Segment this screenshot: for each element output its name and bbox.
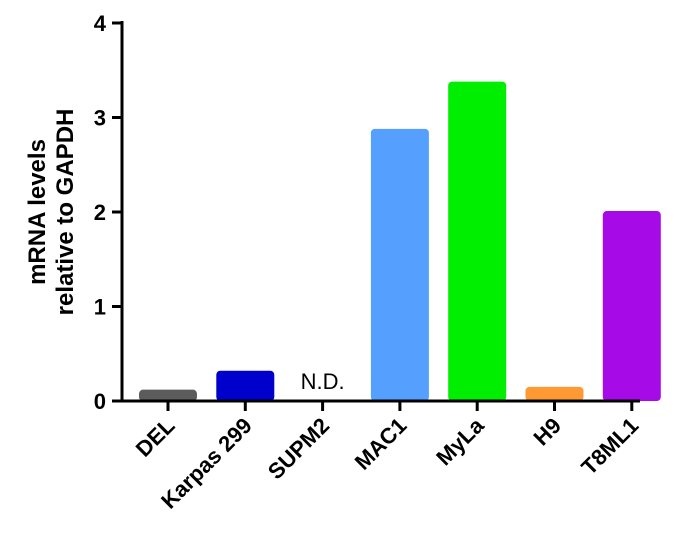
x-tick-label-myla: MyLa	[431, 412, 489, 470]
x-tick-label-del: DEL	[131, 413, 180, 462]
y-tick-label-2: 2	[94, 200, 106, 225]
y-tick-label-0: 0	[94, 389, 106, 414]
bar-mac1	[370, 128, 429, 401]
x-tick-label-h9: H9	[528, 413, 566, 451]
y-tick-label-1: 1	[94, 295, 106, 320]
bar-del	[139, 389, 197, 401]
x-tick-label-supm2: SUPM2	[263, 413, 334, 484]
y-axis-title: mRNA levels relative to GAPDH	[24, 109, 79, 316]
bar-myla	[448, 81, 507, 401]
x-tick-label-mac1: MAC1	[350, 413, 412, 475]
annotations-group: N.D.	[301, 369, 345, 394]
bar-t8ml1	[602, 211, 661, 401]
y-tick-label-4: 4	[94, 11, 107, 36]
annotation-supm2: N.D.	[301, 369, 345, 394]
y-axis-title-line-2: relative to GAPDH	[52, 109, 79, 316]
x-tick-label-t8ml1: T8ML1	[576, 413, 643, 480]
bar-h9	[525, 386, 584, 401]
y-axis-title-line-1: mRNA levels	[24, 139, 51, 285]
bars-group	[139, 81, 661, 401]
bar-karpas-299	[216, 370, 275, 401]
y-tick-label-3: 3	[94, 106, 106, 131]
